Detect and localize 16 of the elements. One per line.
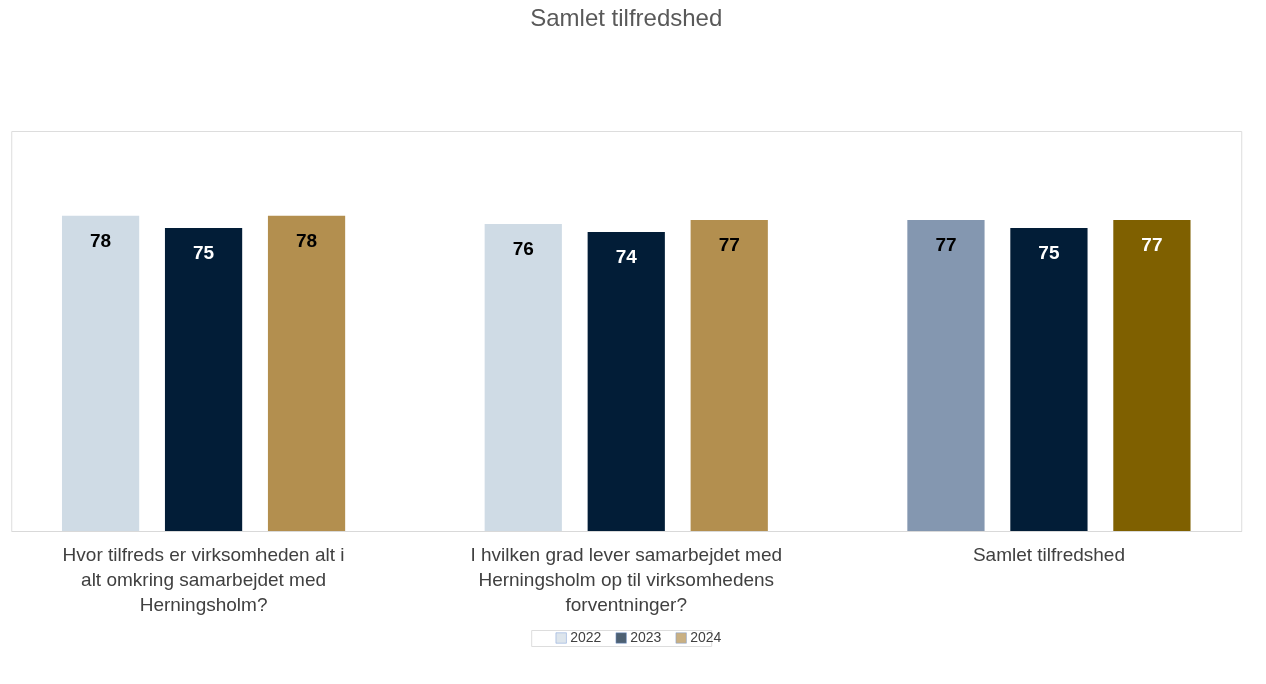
data-label: 77 <box>1141 233 1163 255</box>
x-tick-label: Samlet tilfredshed <box>972 543 1125 565</box>
legend-label: 2023 <box>630 629 662 645</box>
data-label: 76 <box>512 237 534 259</box>
x-tick-label: Hvor tilfreds er virksomheden alt i alt omkring samarbejdet med Herningsholm? <box>62 543 345 615</box>
data-label: 74 <box>615 246 638 268</box>
x-tick-label: I hvilken grad lever samarbejdet med Herningsholm op til virksomhedens forventninger? <box>470 543 783 615</box>
data-label: 75 <box>193 241 215 263</box>
data-label: 77 <box>935 233 957 255</box>
data-label: 78 <box>90 229 112 251</box>
chart-title: Samlet tilfredshed <box>530 3 723 31</box>
data-label: 78 <box>295 229 318 251</box>
data-label: 75 <box>1038 241 1060 263</box>
legend-label: 2024 <box>690 629 722 645</box>
legend-label: 2022 <box>570 629 602 645</box>
data-label: 77 <box>718 233 740 255</box>
